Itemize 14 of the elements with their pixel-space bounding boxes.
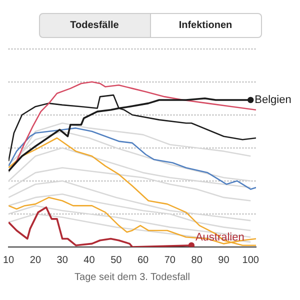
x-axis-title: Tage seit dem 3. Todesfall (74, 272, 190, 283)
x-tick-label: 70 (164, 254, 176, 266)
x-tick-label: 30 (56, 254, 68, 266)
x-tick-label: 100 (242, 254, 260, 266)
x-tick-label: 20 (30, 254, 42, 266)
x-tick-label: 50 (110, 254, 122, 266)
text: Todesfälle (38, 13, 150, 38)
x-tick-label: 40 (84, 254, 96, 266)
x-tick-label: 80 (191, 254, 203, 266)
x-tick-label: 60 (137, 254, 150, 266)
x-tick-label: 90 (218, 254, 230, 266)
text: Infektionen (150, 13, 262, 38)
series-label: Belgien (254, 94, 292, 106)
x-tick-label: 10 (3, 254, 15, 266)
